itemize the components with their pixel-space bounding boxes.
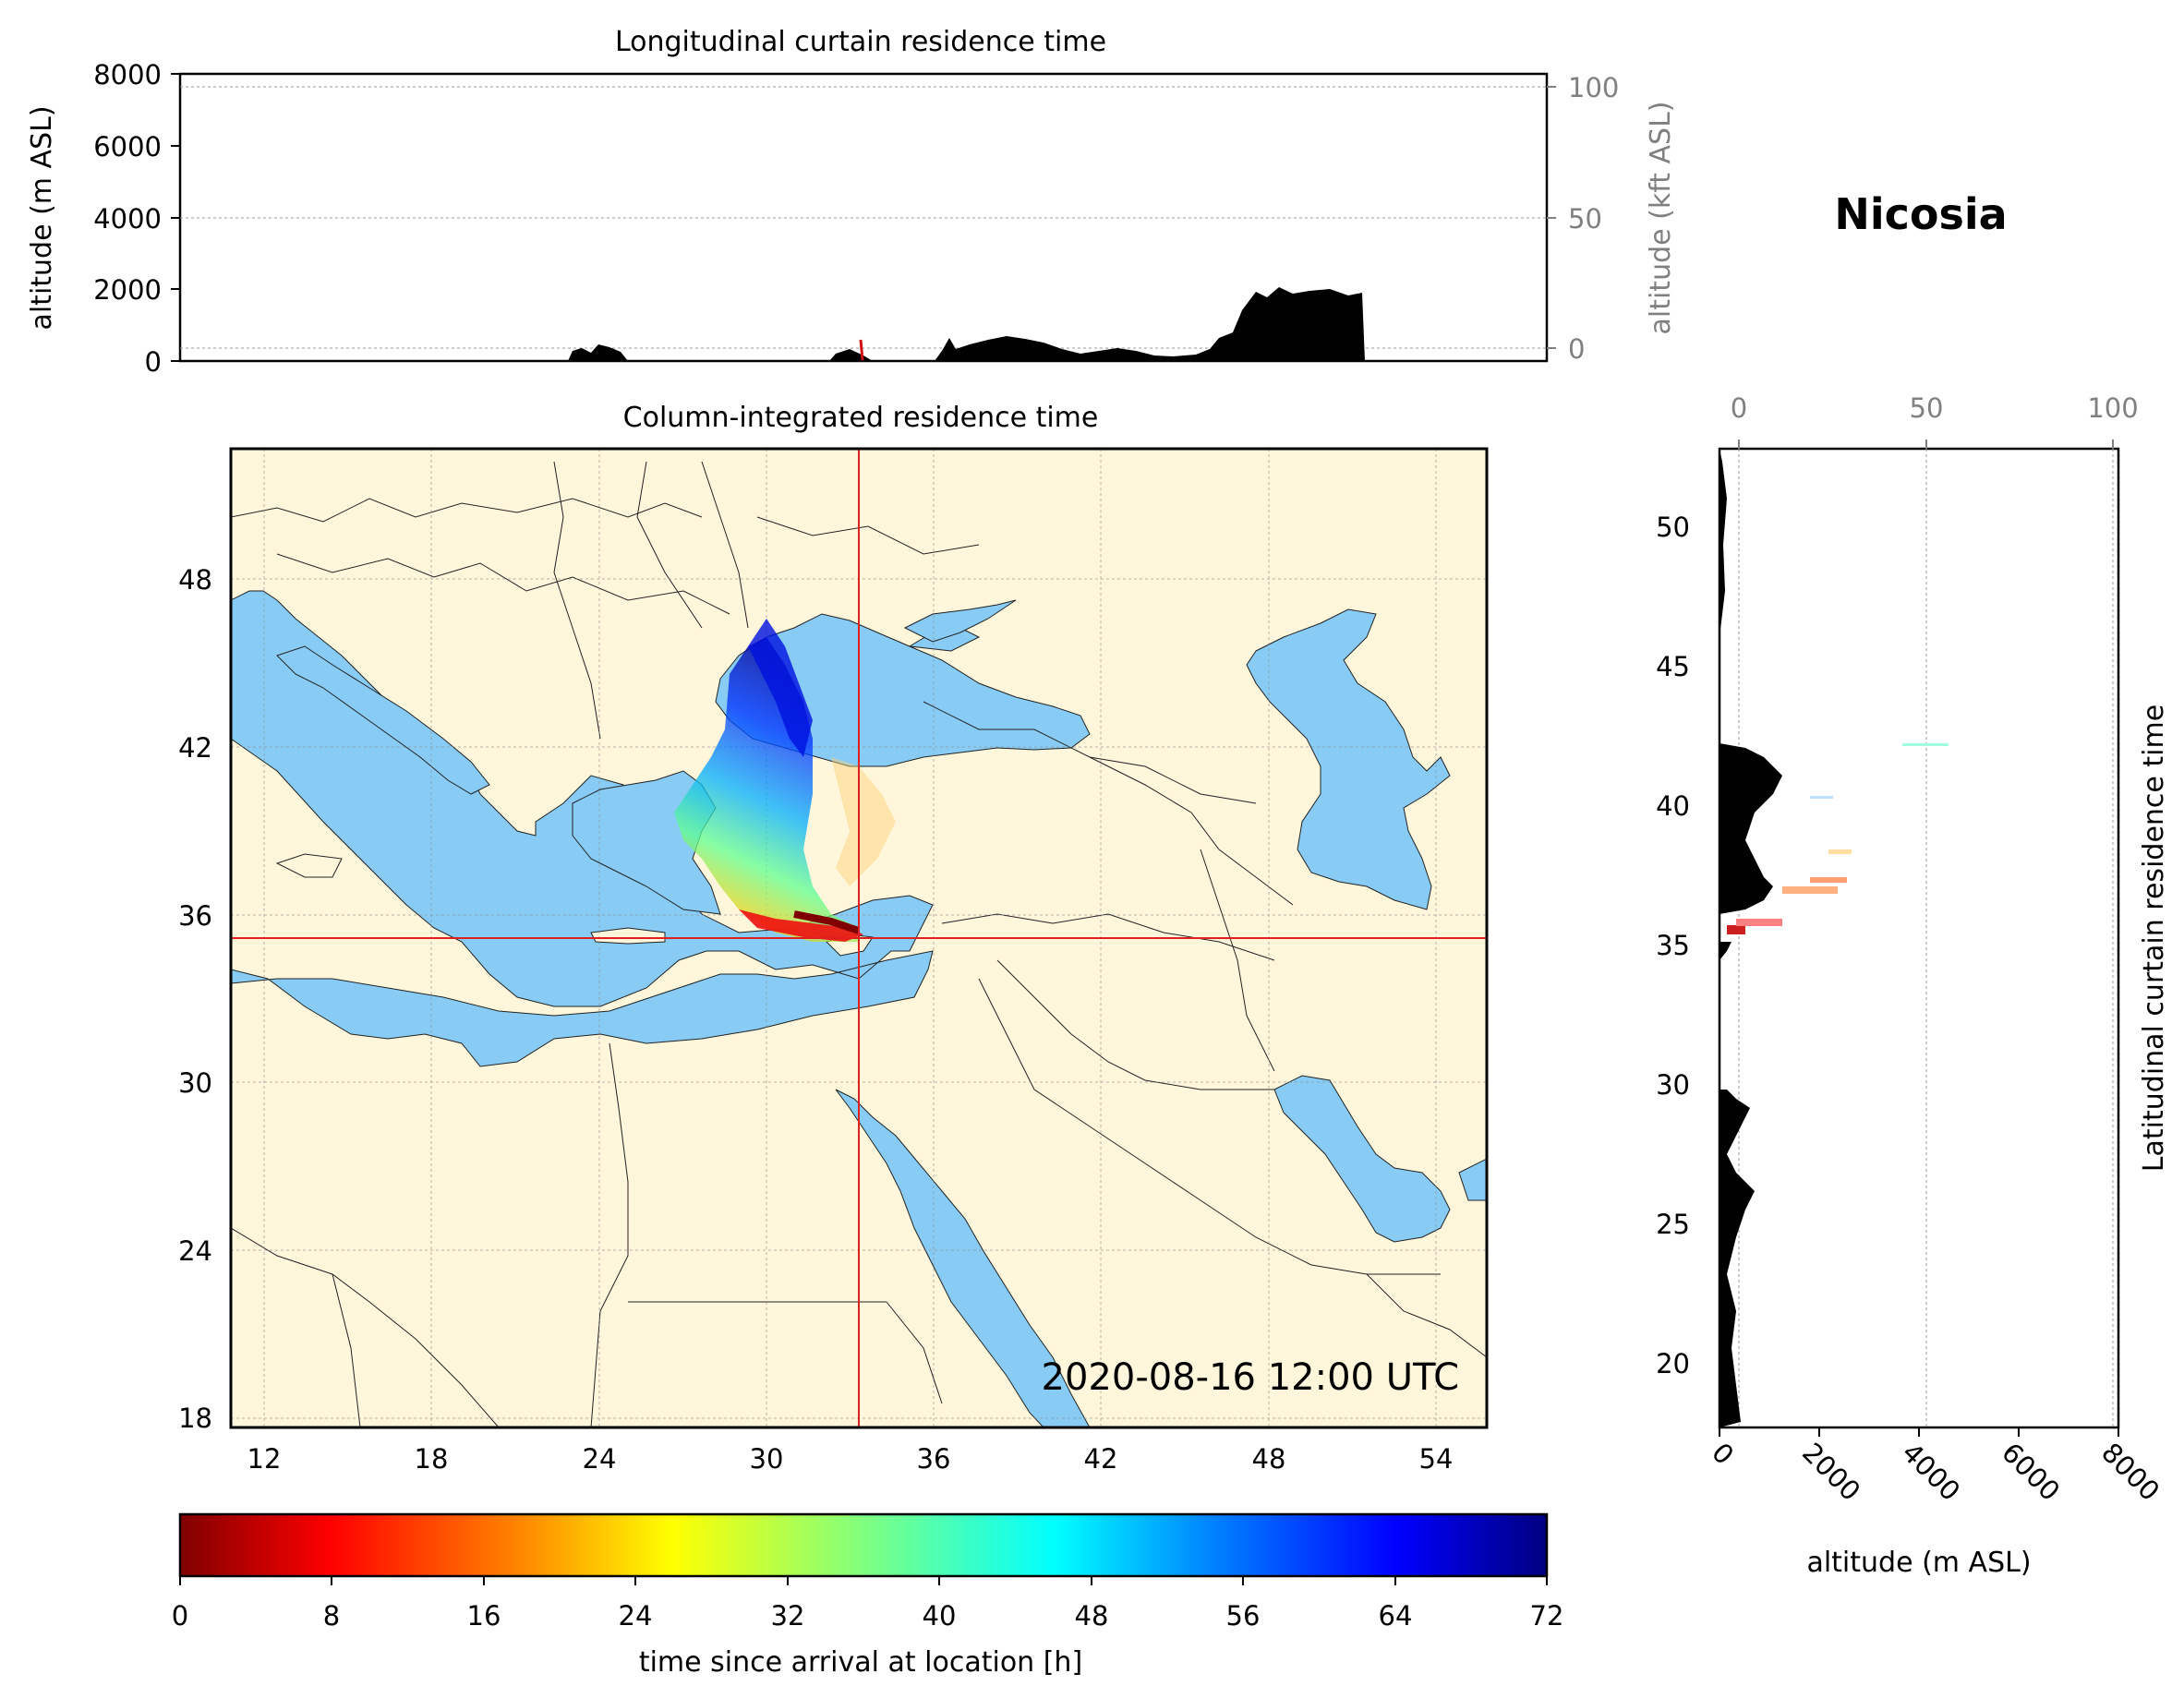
persian-gulf xyxy=(1273,1075,1487,1243)
map-xtick: 18 xyxy=(415,1443,449,1475)
colorbar-tick: 72 xyxy=(1530,1600,1564,1632)
colorbar-tick: 8 xyxy=(323,1600,340,1632)
right-bottom-xtick: 8000 xyxy=(2095,1437,2166,1507)
top-left-yticks: 0 2000 4000 6000 8000 xyxy=(93,59,180,378)
top-right-ytick: 50 xyxy=(1568,203,1602,235)
colorbar-gradient xyxy=(178,1512,1549,1578)
map-xtick: 30 xyxy=(750,1443,784,1475)
top-right-ytick: 0 xyxy=(1568,333,1585,365)
azov-sea xyxy=(903,599,1017,643)
map-xtick: 12 xyxy=(247,1443,282,1475)
top-panel-title: Longitudinal curtain residence time xyxy=(615,26,1106,58)
top-ytick: 6000 xyxy=(93,131,162,163)
map-xtick: 42 xyxy=(1084,1443,1118,1475)
right-ytick: 30 xyxy=(1656,1069,1690,1101)
map-ytick: 48 xyxy=(178,564,212,596)
colorbar-tick: 0 xyxy=(172,1600,188,1632)
crete xyxy=(590,927,666,945)
top-ytick: 4000 xyxy=(93,203,162,235)
right-yticks: 20 25 30 35 40 45 50 xyxy=(1656,512,1690,1379)
map-panel: Column-integrated residence time xyxy=(178,402,1489,1475)
map-frame xyxy=(229,447,1489,1429)
map-xtick: 54 xyxy=(1419,1443,1454,1475)
map-ytick: 36 xyxy=(178,900,212,932)
map-xtick: 24 xyxy=(583,1443,617,1475)
map-xtick: 48 xyxy=(1252,1443,1286,1475)
right-residence-marks xyxy=(1727,743,1949,934)
country-borders xyxy=(231,461,1487,1427)
right-top-xticks: 0 50 100 xyxy=(1731,392,2139,449)
colorbar-tick: 64 xyxy=(1379,1600,1413,1632)
colorbar-tick: 16 xyxy=(467,1600,501,1632)
right-terrain-profile xyxy=(1719,449,1782,1427)
right-top-xtick: 100 xyxy=(2087,392,2138,424)
top-ylabel-right: altitude (kft ASL) xyxy=(1645,101,1677,334)
right-bottom-xticks: 0 2000 4000 6000 8000 xyxy=(1706,1427,2166,1507)
right-xlabel: altitude (m ASL) xyxy=(1806,1547,2031,1579)
colorbar: 0 8 16 24 32 40 48 56 64 72 time since a… xyxy=(172,1512,1564,1679)
longitudinal-curtain-panel: Longitudinal curtain residence time 0 20… xyxy=(26,26,1677,378)
top-ytick: 0 xyxy=(145,346,162,378)
right-ytick: 45 xyxy=(1656,651,1690,682)
map-ytick: 42 xyxy=(178,732,212,764)
caspian-sea xyxy=(1246,608,1451,910)
top-ylabel-left: altitude (m ASL) xyxy=(26,105,58,330)
map-panel-title: Column-integrated residence time xyxy=(623,402,1099,434)
top-ytick: 2000 xyxy=(93,274,162,306)
colorbar-tick: 56 xyxy=(1226,1600,1261,1632)
map-ytick: 18 xyxy=(178,1403,212,1434)
right-bottom-xtick: 0 xyxy=(1706,1437,1740,1471)
colorbar-tick: 48 xyxy=(1075,1600,1109,1632)
right-ylabel: Latitudinal curtain residence time xyxy=(2138,704,2170,1172)
right-top-xtick: 0 xyxy=(1731,392,1747,424)
right-bottom-xtick: 2000 xyxy=(1796,1437,1866,1507)
colorbar-ticks: 0 8 16 24 32 40 48 56 64 72 xyxy=(172,1576,1564,1632)
top-plume-marker xyxy=(859,339,864,361)
residence-time-plume xyxy=(674,619,896,942)
right-ytick: 40 xyxy=(1656,790,1690,822)
right-bottom-xtick: 4000 xyxy=(1896,1437,1966,1507)
right-ytick: 20 xyxy=(1656,1348,1690,1379)
right-ytick: 25 xyxy=(1656,1209,1690,1240)
timestamp-label: 2020-08-16 12:00 UTC xyxy=(1042,1356,1459,1399)
right-ytick: 35 xyxy=(1656,930,1690,961)
colorbar-label: time since arrival at location [h] xyxy=(639,1646,1082,1679)
map-ytick: 24 xyxy=(178,1235,212,1267)
right-top-xtick: 50 xyxy=(1910,392,1944,424)
top-right-ytick: 100 xyxy=(1568,72,1619,103)
top-right-yticks: 0 50 100 xyxy=(1547,72,1619,365)
latitudinal-curtain-panel: 20 25 30 35 40 45 50 0 50 100 0 2000 400… xyxy=(1656,392,2170,1579)
map-yticks: 18 24 30 36 42 48 xyxy=(178,564,212,1434)
colorbar-tick: 32 xyxy=(771,1600,805,1632)
top-ytick: 8000 xyxy=(93,59,162,90)
colorbar-tick: 40 xyxy=(923,1600,957,1632)
colorbar-tick: 24 xyxy=(619,1600,653,1632)
map-xtick: 36 xyxy=(917,1443,951,1475)
right-panel-frame xyxy=(1718,447,2120,1429)
map-ytick: 30 xyxy=(178,1067,212,1099)
adriatic-sea xyxy=(276,645,490,795)
map-xticks: 12 18 24 30 36 42 48 54 xyxy=(247,1443,1454,1475)
sicily xyxy=(275,853,343,878)
right-ytick: 50 xyxy=(1656,512,1690,543)
top-terrain-profile xyxy=(568,287,1365,361)
location-title: Nicosia xyxy=(1834,189,2007,239)
right-bottom-xtick: 6000 xyxy=(1996,1437,2066,1507)
red-sea xyxy=(835,1089,1091,1427)
